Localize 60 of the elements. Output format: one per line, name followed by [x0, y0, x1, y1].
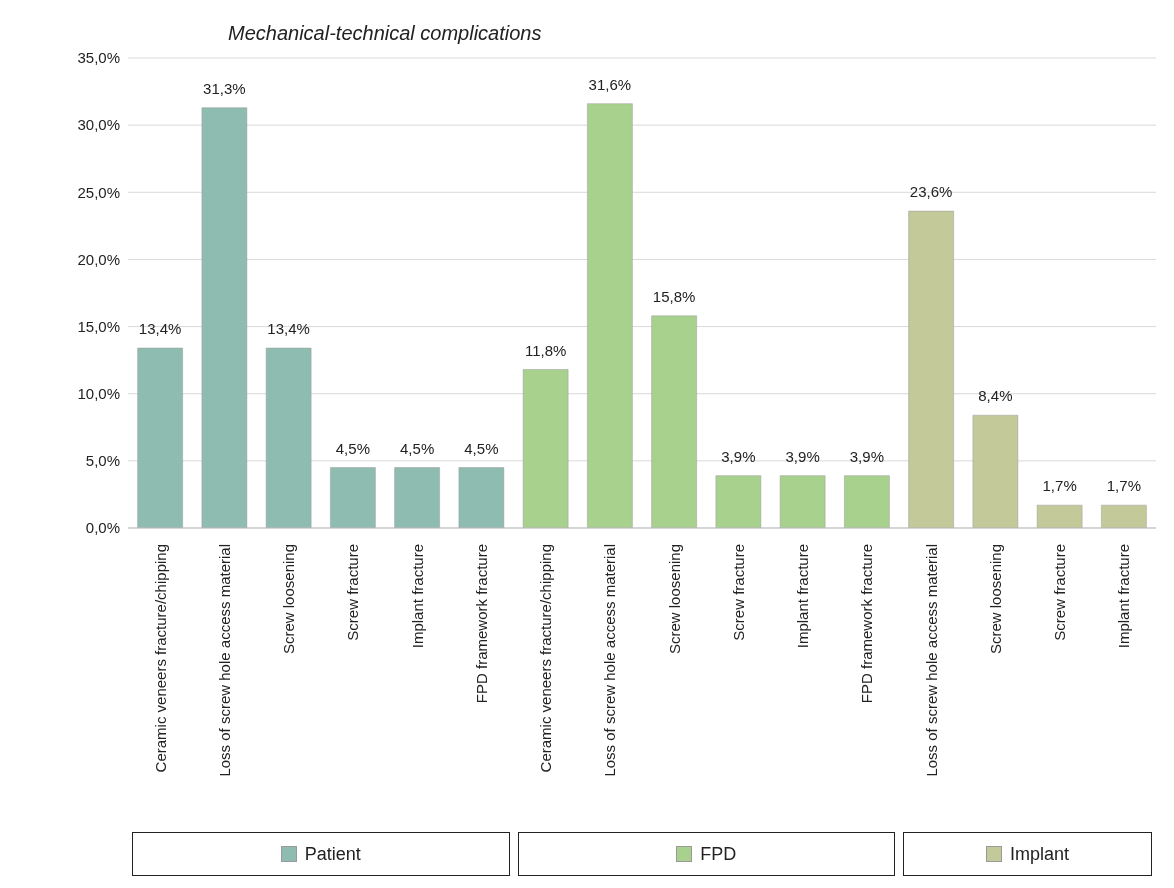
- y-tick-label: 25,0%: [77, 183, 120, 201]
- y-tick-label: 30,0%: [77, 116, 120, 134]
- bar: [844, 475, 890, 528]
- bar: [715, 475, 762, 528]
- data-label: 23,6%: [909, 183, 953, 201]
- legend-label: FPD: [517, 832, 895, 876]
- data-label: 31,3%: [203, 79, 246, 97]
- x-tick-label: Screw loosening: [986, 544, 1004, 655]
- bar: [330, 467, 376, 528]
- y-tick-label: 15,0%: [77, 317, 120, 335]
- data-label: 4,5%: [335, 439, 370, 457]
- bar: [1036, 504, 1083, 528]
- data-label: 4,5%: [400, 439, 435, 457]
- x-tick-label: Implant fracture: [794, 544, 812, 649]
- x-tick-label: Implant fracture: [408, 544, 426, 649]
- data-label: 3,9%: [849, 447, 884, 465]
- y-tick-label: 5,0%: [85, 452, 120, 470]
- x-tick-label: Screw fracture: [1051, 544, 1069, 641]
- data-label: 31,6%: [588, 75, 632, 93]
- bar: [458, 467, 505, 528]
- x-tick-label: Loss of screw hole access material: [215, 544, 233, 777]
- x-tick-label: Loss of screw hole access material: [922, 544, 940, 777]
- y-tick-label: 20,0%: [77, 250, 120, 268]
- bar: [972, 414, 1019, 528]
- bar: [394, 467, 440, 528]
- x-tick-label: Screw loosening: [280, 544, 298, 655]
- bar: [1101, 504, 1147, 528]
- data-label: 15,8%: [652, 287, 696, 305]
- bar: [587, 103, 633, 528]
- data-label: 4,5%: [464, 439, 499, 457]
- data-label: 1,7%: [1042, 477, 1077, 495]
- bar: [137, 347, 183, 528]
- legend-label: Implant: [903, 832, 1152, 876]
- bar: [265, 347, 312, 528]
- bar: [908, 210, 954, 528]
- chart-title: Mechanical-technical complications: [228, 22, 542, 45]
- data-label: 13,4%: [267, 320, 310, 338]
- x-tick-label: Ceramic veneers fracture/chipping: [151, 544, 169, 773]
- data-label: 3,9%: [721, 447, 756, 465]
- x-tick-label: Screw fracture: [344, 544, 362, 641]
- bar: [201, 107, 248, 528]
- y-tick-label: 10,0%: [77, 385, 120, 403]
- x-tick-label: Loss of screw hole access material: [601, 544, 619, 777]
- data-label: 8,4%: [978, 387, 1013, 405]
- data-label: 3,9%: [785, 447, 820, 465]
- data-label: 1,7%: [1106, 477, 1141, 495]
- bar: [522, 369, 569, 528]
- bar: [779, 475, 826, 528]
- x-tick-label: Implant fracture: [1115, 544, 1133, 649]
- x-tick-label: Screw loosening: [665, 544, 683, 655]
- x-tick-label: FPD framework fracture: [858, 544, 876, 704]
- bar: [651, 315, 697, 528]
- y-tick-label: 0,0%: [85, 519, 120, 537]
- y-tick-label: 35,0%: [77, 49, 120, 67]
- legend-label: Patient: [132, 832, 510, 876]
- data-label: 11,8%: [524, 341, 567, 359]
- data-label: 13,4%: [138, 320, 182, 338]
- x-tick-label: FPD framework fracture: [472, 544, 490, 704]
- x-tick-label: Screw fracture: [729, 544, 747, 641]
- x-tick-label: Ceramic veneers fracture/chipping: [537, 544, 555, 773]
